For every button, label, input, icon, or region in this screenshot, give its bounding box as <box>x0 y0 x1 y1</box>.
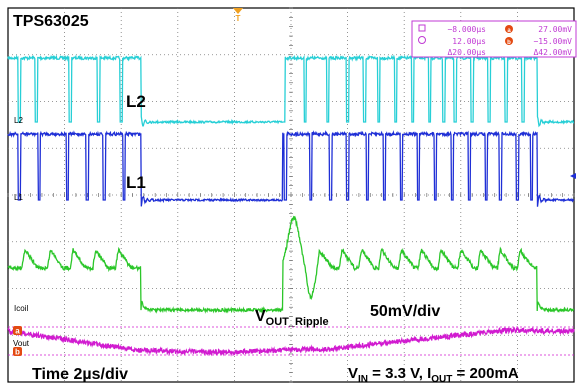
marker-l2: L2 <box>14 116 23 125</box>
label-l2: L2 <box>126 92 146 111</box>
cursor-marker-a[interactable]: a <box>13 326 22 336</box>
marker-l1: L1 <box>14 193 23 202</box>
svg-text:a: a <box>507 28 511 34</box>
svg-text:b: b <box>507 40 511 46</box>
trace-icoil <box>7 215 575 314</box>
readout-dv: Δ42.00mV <box>533 48 572 57</box>
readout-b-marker <box>505 37 513 45</box>
time-div-label: Time 2µs/div <box>32 366 128 383</box>
readout-v1: 27.00mV <box>538 25 572 34</box>
trigger-marker[interactable]: T <box>233 8 243 23</box>
graticule <box>7 7 575 383</box>
trace-l2 <box>7 54 575 128</box>
conditions-label: VIN = 3.3 V, IOUT = 200mA <box>348 365 519 385</box>
svg-text:T: T <box>236 14 241 23</box>
cursor-2-circle-icon <box>418 36 426 44</box>
marker-vout: Vout <box>13 339 30 348</box>
readout-dt: Δ20.00µs <box>447 48 486 57</box>
svg-text:b: b <box>15 348 20 357</box>
cursor-readout: −8.000µs 12.00µs Δ20.00µs a b 27.00mV −1… <box>411 20 577 58</box>
l1-level-arrow <box>570 173 576 179</box>
cursor-marker-b[interactable]: b <box>13 347 22 357</box>
waveform-traces <box>7 54 575 357</box>
marker-icoil: Icoil <box>14 304 28 313</box>
label-l1: L1 <box>126 173 146 192</box>
readout-t1: −8.000µs <box>447 25 486 34</box>
svg-text:a: a <box>15 327 20 336</box>
readout-v2: −15.00mV <box>533 37 572 46</box>
trace-l1 <box>7 130 575 207</box>
trace-vout <box>7 326 575 357</box>
vout-ripple-label: VOUT_Ripple <box>255 308 329 328</box>
readout-t2: 12.00µs <box>452 37 486 46</box>
cursor-1-square-icon <box>418 24 426 32</box>
readout-a-marker <box>505 25 513 33</box>
device-title: TPS63025 <box>13 13 89 30</box>
vout-scale-label: 50mV/div <box>370 303 440 320</box>
